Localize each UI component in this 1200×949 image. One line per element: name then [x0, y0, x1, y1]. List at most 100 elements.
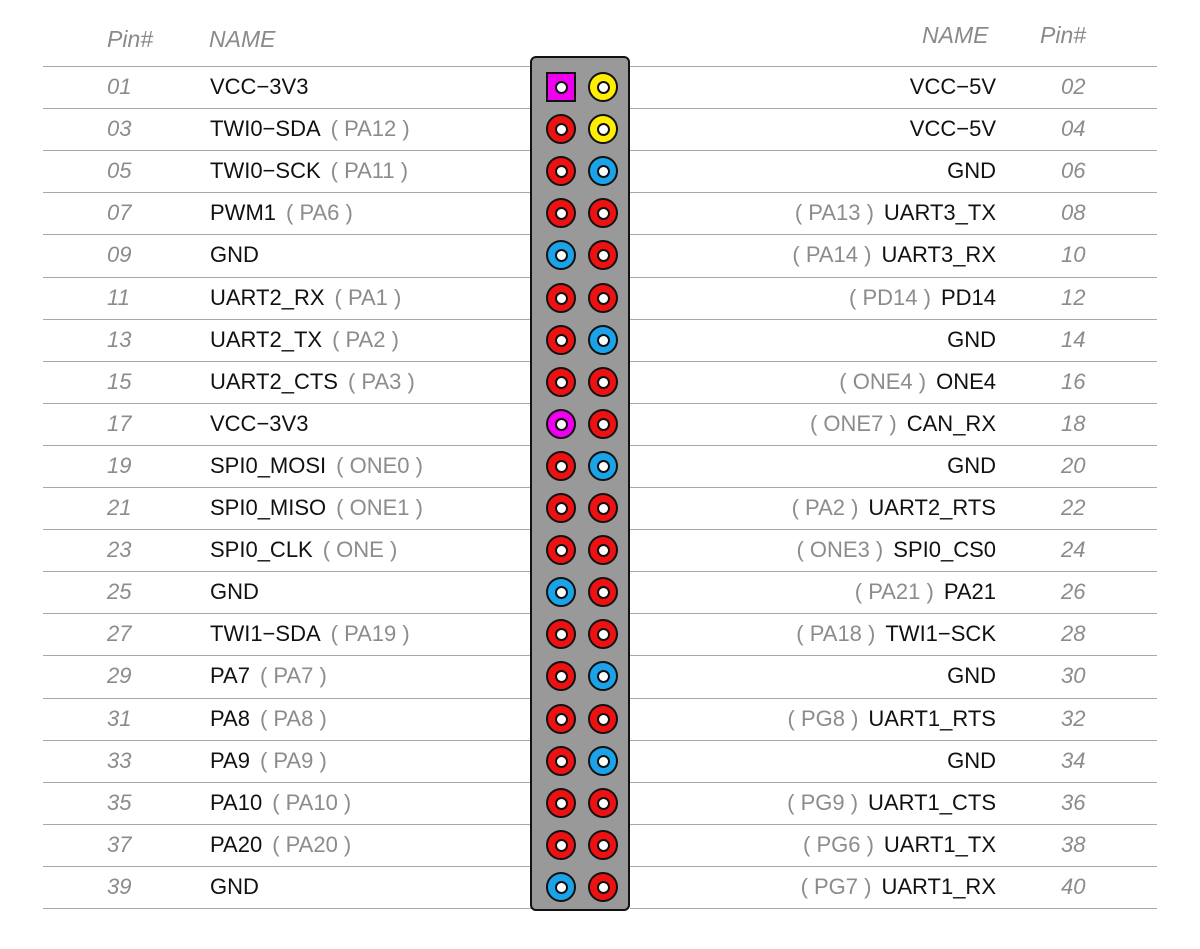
left-pin-number: 29 [107, 663, 132, 688]
pin-hole [554, 543, 568, 557]
left-pin-label: TWI0−SCK ( PA11 ) [210, 150, 408, 192]
left-pin-label: PA7 ( PA7 ) [210, 655, 327, 697]
left-pin-number: 01 [107, 74, 132, 99]
pin-row: 03 TWI0−SDA ( PA12 ) VCC−5V 04 [0, 108, 1200, 150]
row-divider [630, 740, 1157, 741]
left-pin-number: 11 [107, 285, 130, 310]
row-divider [630, 487, 1157, 488]
pin-hole [554, 206, 568, 220]
header-pin-right [588, 114, 618, 144]
left-pin-number: 09 [107, 242, 132, 267]
right-pin-name: GND [947, 453, 996, 478]
right-pin-number: 36 [1061, 790, 1086, 815]
row-divider [43, 571, 532, 572]
right-pin-alt-function: ( PG8 ) [787, 706, 859, 731]
header-pin-left [546, 409, 576, 439]
header-pin-left [546, 619, 576, 649]
left-pin-label: TWI1−SDA ( PA19 ) [210, 613, 410, 655]
header-pin-left [546, 198, 576, 228]
left-pin-name: TWI0−SCK [210, 158, 321, 183]
row-divider [43, 108, 532, 109]
right-pin-number: 06 [1061, 158, 1086, 183]
right-pin-number: 08 [1061, 200, 1086, 225]
left-pin-number: 27 [107, 621, 132, 646]
row-divider [43, 361, 532, 362]
pin-hole [596, 669, 610, 683]
row-divider [630, 613, 1157, 614]
left-pin-alt-function: ( PA10 ) [272, 790, 352, 815]
left-pin-number: 25 [107, 579, 132, 604]
right-pin-alt-function: ( ONE3 ) [796, 537, 884, 562]
left-pin-number: 37 [107, 832, 132, 857]
left-pin-number: 15 [107, 369, 132, 394]
right-pin-label: GND [947, 655, 996, 697]
pin-hole [554, 164, 568, 178]
pin-hole [554, 712, 568, 726]
left-pin-label: GND [210, 234, 259, 276]
row-divider [630, 319, 1157, 320]
right-pin-label: ( PA13 ) UART3_TX [795, 192, 996, 234]
pin-row: 39 GND ( PG7 ) UART1_RX 40 [0, 866, 1200, 908]
left-pin-name: GND [210, 242, 259, 267]
left-pin-name: SPI0_CLK [210, 537, 313, 562]
pin-hole [596, 501, 610, 515]
header-pin-right [588, 619, 618, 649]
right-pin-number: 22 [1061, 495, 1086, 520]
left-pin-name: TWI1−SDA [210, 621, 321, 646]
left-pin-label: UART2_TX ( PA2 ) [210, 319, 399, 361]
row-divider [630, 277, 1157, 278]
left-pin-name: SPI0_MOSI [210, 453, 327, 478]
left-pin-alt-function: ( PA7 ) [259, 663, 327, 688]
left-pin-label: SPI0_MISO ( ONE1 ) [210, 487, 423, 529]
left-pin-name: SPI0_MISO [210, 495, 327, 520]
header-pin-right [588, 577, 618, 607]
left-pin-number: 07 [107, 200, 132, 225]
right-pin-label: GND [947, 150, 996, 192]
pin-row: 25 GND ( PA21 ) PA21 26 [0, 571, 1200, 613]
pin-hole [554, 585, 568, 599]
right-pin-alt-function: ( PG9 ) [787, 790, 859, 815]
row-divider [43, 866, 532, 867]
left-pin-alt-function: ( PA11 ) [330, 158, 409, 183]
pin-hole [554, 501, 568, 515]
right-pin-number: 20 [1061, 453, 1086, 478]
row-divider [630, 108, 1157, 109]
header-pin-right [588, 72, 618, 102]
right-pin-number: 10 [1061, 242, 1086, 267]
header-pin-left [546, 451, 576, 481]
pin-row: 19 SPI0_MOSI ( ONE0 ) GND 20 [0, 445, 1200, 487]
right-pin-label: GND [947, 445, 996, 487]
header-left-name: NAME [209, 26, 276, 52]
left-pin-alt-function: ( PA12 ) [330, 116, 410, 141]
left-pin-name: PA10 [210, 790, 263, 815]
pin-row: 23 SPI0_CLK ( ONE ) ( ONE3 ) SPI0_CS0 24 [0, 529, 1200, 571]
right-pin-number: 40 [1061, 874, 1086, 899]
header-pin-right [588, 325, 618, 355]
row-divider [630, 66, 1157, 67]
left-pin-name: UART2_CTS [210, 369, 338, 394]
right-pin-name: GND [947, 748, 996, 773]
header-pin-left [546, 535, 576, 565]
left-pin-name: PA9 [210, 748, 250, 773]
header-pin-right [588, 788, 618, 818]
left-pin-number: 13 [107, 327, 132, 352]
left-pin-alt-function: ( PA2 ) [332, 327, 399, 352]
row-divider [630, 908, 1157, 909]
header-pin-left [546, 325, 576, 355]
header-pin-left [546, 872, 576, 902]
row-divider [43, 66, 532, 67]
pin-hole [596, 543, 610, 557]
pin-hole [596, 375, 610, 389]
left-pin-label: UART2_RX ( PA1 ) [210, 277, 401, 319]
row-divider [630, 698, 1157, 699]
right-pin-name: ONE4 [936, 369, 996, 394]
row-divider [43, 613, 532, 614]
pin-hole [554, 291, 568, 305]
right-pin-number: 12 [1061, 285, 1086, 310]
right-pin-number: 38 [1061, 832, 1086, 857]
left-pin-label: SPI0_CLK ( ONE ) [210, 529, 397, 571]
right-pin-alt-function: ( PD14 ) [849, 285, 931, 310]
row-divider [43, 234, 532, 235]
right-pin-label: ( ONE3 ) SPI0_CS0 [796, 529, 996, 571]
row-divider [630, 361, 1157, 362]
